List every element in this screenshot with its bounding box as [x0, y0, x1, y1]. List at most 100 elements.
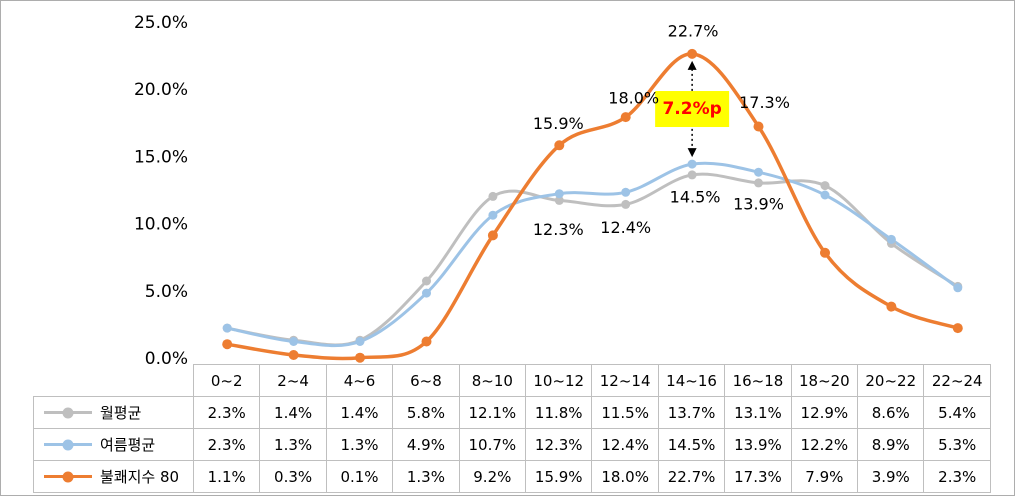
- table-cell: 9.2%: [458, 460, 527, 493]
- legend-item-1: 여름평균: [33, 428, 194, 461]
- data-point: [554, 189, 564, 199]
- data-point: [421, 336, 432, 347]
- data-point: [554, 140, 565, 151]
- data-point: [886, 234, 896, 244]
- legend-marker-icon: [44, 439, 92, 450]
- data-point: [355, 337, 365, 346]
- y-tick-label: 15.0%: [134, 147, 188, 167]
- data-point: [488, 191, 498, 201]
- table-cell: 12.1%: [458, 396, 527, 429]
- data-point: [952, 323, 963, 334]
- table-cell: 12.2%: [790, 428, 859, 461]
- series-name: 월평균: [100, 404, 142, 422]
- table-cell: 5.3%: [923, 428, 991, 461]
- table-cell: 22.7%: [657, 460, 726, 493]
- table-cell: 1.4%: [259, 396, 327, 429]
- y-tick-label: 25.0%: [134, 13, 188, 33]
- legend-item-0: 월평균: [33, 396, 194, 429]
- data-point: [488, 210, 498, 220]
- table-cell: 2.3%: [192, 428, 261, 461]
- data-point: [422, 276, 431, 286]
- x-category-label: 22~24: [923, 364, 991, 397]
- series-name: 여름평균: [100, 436, 156, 454]
- table-cell: 1.3%: [325, 428, 394, 461]
- table-cell: 3.9%: [857, 460, 925, 493]
- table-cell: 12.3%: [525, 428, 593, 461]
- point-label: 13.9%: [733, 195, 784, 214]
- table-cell: 11.5%: [591, 396, 659, 429]
- table-cell: 1.3%: [259, 428, 327, 461]
- data-point: [953, 283, 963, 293]
- x-category-label: 16~18: [724, 364, 792, 397]
- annotation-text: 7.2%p: [662, 99, 721, 119]
- data-point: [355, 352, 365, 363]
- data-point: [621, 199, 631, 209]
- point-label: 15.9%: [533, 114, 584, 133]
- point-label: 17.3%: [739, 93, 790, 112]
- data-point: [687, 48, 698, 59]
- table-cell: 13.9%: [724, 428, 792, 461]
- x-category-label: 2~4: [259, 364, 327, 397]
- data-point: [687, 159, 697, 169]
- point-label: 12.4%: [600, 218, 651, 237]
- y-tick-label: 0.0%: [145, 349, 188, 367]
- legend-marker-icon: [44, 471, 92, 482]
- data-table: 0~2 2~4 4~6 6~8 8~10 10~12 12~14 14~16 16~18 18~2…: [33, 364, 991, 493]
- data-point: [289, 337, 299, 346]
- table-cell: 0.1%: [325, 460, 394, 493]
- x-category-label: 18~20: [790, 364, 859, 397]
- data-point: [620, 112, 631, 123]
- table-cell: 0.3%: [259, 460, 327, 493]
- data-point: [820, 247, 830, 258]
- series-line-0: [225, 172, 960, 347]
- point-label: 14.5%: [670, 188, 721, 207]
- y-tick-label: 20.0%: [134, 80, 188, 100]
- legend-item-2: 불쾌지수 80: [33, 460, 194, 493]
- data-point: [288, 350, 299, 360]
- table-cell: 8.9%: [857, 428, 925, 461]
- table-cell: 2.3%: [923, 460, 991, 493]
- data-point: [554, 195, 564, 205]
- table-cell: 17.3%: [724, 460, 792, 493]
- x-category-label: 4~6: [325, 364, 394, 397]
- x-category-label: 8~10: [458, 364, 527, 397]
- data-point: [222, 339, 233, 350]
- table-corner: [34, 365, 194, 397]
- arrowhead-down-icon: [687, 148, 697, 158]
- table-cell: 5.4%: [923, 396, 991, 429]
- series-line-2: [225, 52, 960, 361]
- table-cell: 13.1%: [724, 396, 792, 429]
- data-point: [687, 170, 697, 180]
- data-point: [487, 230, 498, 241]
- data-point: [754, 178, 763, 188]
- arrowhead-up-icon: [687, 60, 697, 70]
- x-category-label: 10~12: [525, 364, 593, 397]
- table-cell: 1.3%: [392, 460, 460, 493]
- annotation-box: [655, 91, 730, 128]
- table-cell: 4.9%: [392, 428, 460, 461]
- table-cell: 15.9%: [525, 460, 593, 493]
- table-cell: 2.3%: [192, 396, 261, 429]
- x-category-label: 14~16: [657, 364, 726, 397]
- table-cell: 18.0%: [591, 460, 659, 493]
- table-cell: 12.4%: [591, 428, 659, 461]
- x-category-label: 6~8: [392, 364, 460, 397]
- table-cell: 12.9%: [790, 396, 859, 429]
- point-label: 12.3%: [533, 220, 584, 239]
- table-cell: 10.7%: [458, 428, 527, 461]
- point-label: 18.0%: [608, 89, 659, 108]
- data-point: [621, 187, 631, 197]
- x-category-label: 12~14: [591, 364, 659, 397]
- table-cell: 5.8%: [392, 396, 460, 429]
- line-chart: 0.0% 5.0% 10.0% 15.0% 20.0% 25.0% 7.2%p 15.9% 18…: [134, 13, 963, 367]
- series-line-1: [225, 161, 960, 348]
- data-point: [820, 181, 830, 191]
- table-cell: 11.8%: [525, 396, 593, 429]
- data-point: [222, 323, 232, 333]
- data-point: [422, 288, 431, 298]
- y-tick-label: 5.0%: [145, 282, 188, 302]
- point-label: 22.7%: [668, 21, 719, 40]
- table-cell: 1.1%: [192, 460, 261, 493]
- table-cell: 7.9%: [790, 460, 859, 493]
